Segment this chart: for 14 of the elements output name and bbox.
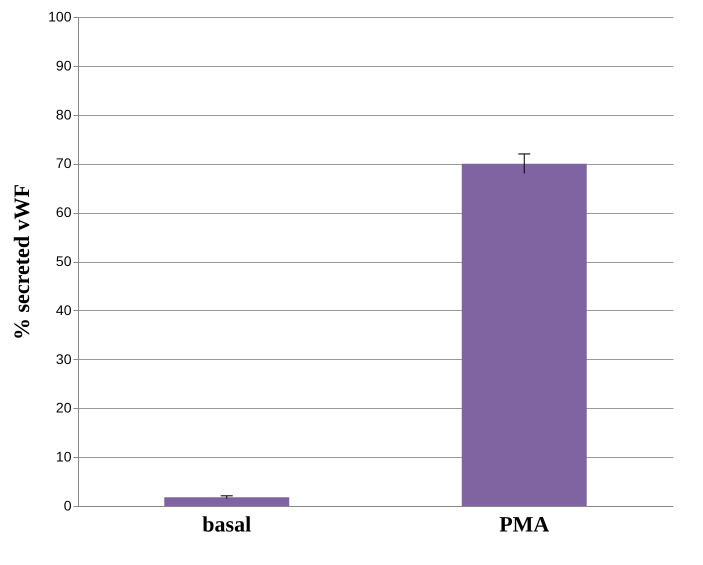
- y-tick-label: 60: [56, 204, 72, 220]
- y-tick-label: 50: [56, 253, 72, 269]
- y-tick-label: 90: [56, 57, 72, 74]
- y-tick-label: 10: [56, 448, 72, 465]
- x-tick-label: basal: [202, 512, 252, 536]
- y-tick-label: 40: [56, 302, 72, 318]
- y-tick-label: 100: [48, 8, 72, 24]
- x-tick-label: PMA: [499, 512, 550, 536]
- y-axis-title: % secreted vWF: [9, 184, 34, 340]
- y-tick-label: 30: [56, 350, 72, 367]
- y-tick-label: 80: [56, 106, 72, 122]
- y-tick-label: 20: [56, 400, 72, 416]
- y-tick-label: 70: [56, 155, 72, 172]
- y-tick-label: 0: [64, 498, 72, 514]
